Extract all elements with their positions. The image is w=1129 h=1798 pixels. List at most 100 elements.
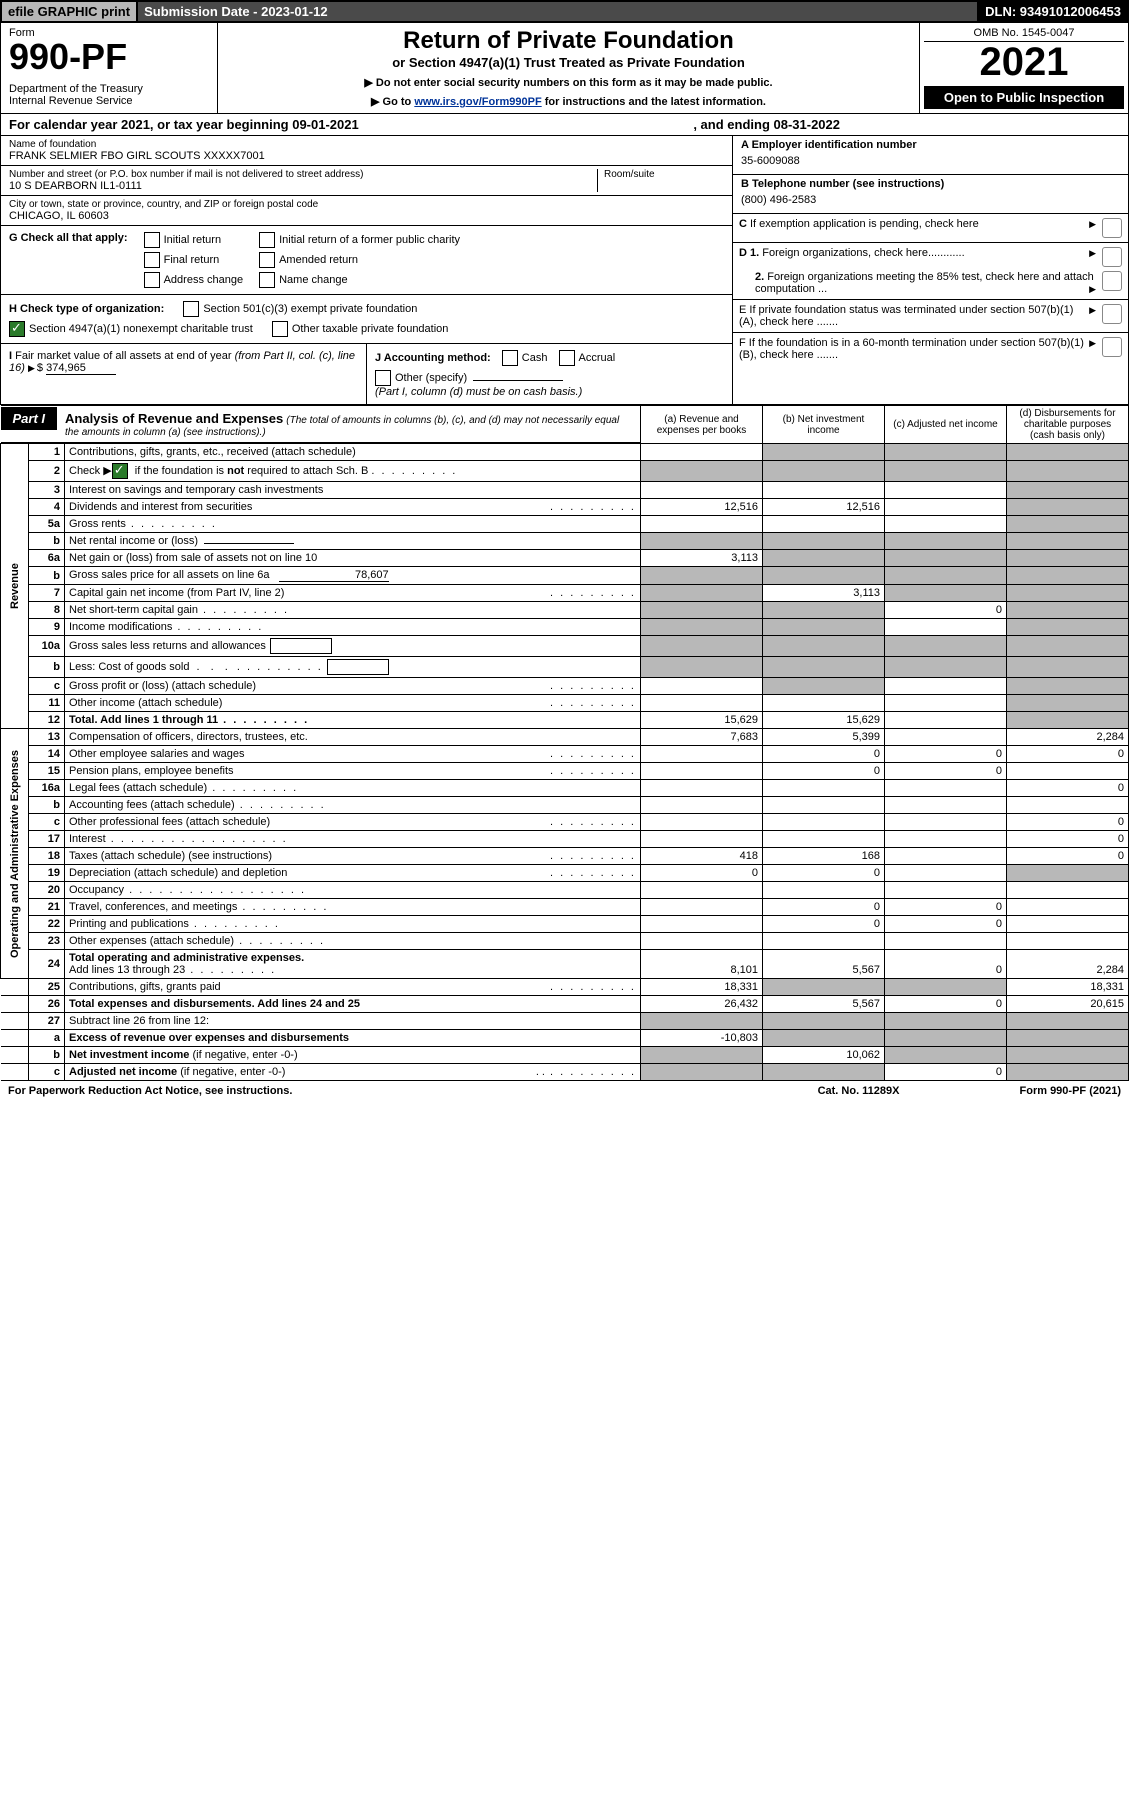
row-6a: 6a Net gain or (loss) from sale of asset… <box>1 550 1129 567</box>
amended-return-cb[interactable] <box>259 252 275 268</box>
cash-cb[interactable] <box>502 350 518 366</box>
part1-table: Part I Analysis of Revenue and Expenses … <box>0 405 1129 1081</box>
accrual-cb[interactable] <box>559 350 575 366</box>
row-14: 14 Other employee salaries and wages 0 0… <box>1 746 1129 763</box>
c-checkbox[interactable] <box>1102 218 1122 238</box>
row-15: 15 Pension plans, employee benefits 0 0 <box>1 763 1129 780</box>
section-j: J Accounting method: Cash Accrual Other … <box>367 344 732 404</box>
row-2: 2 Check ▶ if the foundation is not requi… <box>1 461 1129 482</box>
row-16c: c Other professional fees (attach schedu… <box>1 814 1129 831</box>
h-opt-2: Section 4947(a)(1) nonexempt charitable … <box>29 323 253 335</box>
h-label: H Check type of organization: <box>9 303 164 315</box>
initial-return-cb[interactable] <box>144 232 160 248</box>
cal-year-end: , and ending 08-31-2022 <box>693 117 840 132</box>
501c3-cb[interactable] <box>183 301 199 317</box>
part1-desc: Analysis of Revenue and Expenses (The to… <box>57 407 640 442</box>
name-change-cb[interactable] <box>259 272 275 288</box>
h-opt-3: Other taxable private foundation <box>292 323 449 335</box>
r12-a: 15,629 <box>641 712 763 729</box>
other-method-cb[interactable] <box>375 370 391 386</box>
r15-c: 0 <box>885 763 1007 780</box>
g-opt-2: Address change <box>164 274 244 286</box>
r23-desc: Other expenses (attach schedule) <box>65 933 641 950</box>
foundation-name-cell: Name of foundation FRANK SELMIER FBO GIR… <box>1 136 732 166</box>
r4-a: 12,516 <box>641 499 763 516</box>
f-checkbox[interactable] <box>1102 337 1122 357</box>
col-b-header: (b) Net investment income <box>763 406 885 444</box>
col-c-header: (c) Adjusted net income <box>885 406 1007 444</box>
d1-checkbox[interactable] <box>1102 247 1122 267</box>
instr2-pre: ▶ Go to <box>371 96 414 108</box>
instruction-2: ▶ Go to www.irs.gov/Form990PF for instru… <box>226 95 911 108</box>
row-17: 17 Interest 0 <box>1 831 1129 848</box>
row-27a: a Excess of revenue over expenses and di… <box>1 1030 1129 1047</box>
d2-checkbox[interactable] <box>1102 271 1122 291</box>
r10a-desc: Gross sales less returns and allowances <box>65 636 641 657</box>
other-taxable-cb[interactable] <box>272 321 288 337</box>
r26-desc: Total expenses and disbursements. Add li… <box>65 996 641 1013</box>
footer-left: For Paperwork Reduction Act Notice, see … <box>8 1085 818 1097</box>
row-16a: 16a Legal fees (attach schedule) 0 <box>1 780 1129 797</box>
r10b-desc: Less: Cost of goods sold . . . <box>65 657 641 678</box>
row-10a: 10a Gross sales less returns and allowan… <box>1 636 1129 657</box>
row-20: 20 Occupancy <box>1 882 1129 899</box>
r18-d: 0 <box>1007 848 1129 865</box>
tax-year: 2021 <box>924 42 1124 82</box>
r3-desc: Interest on savings and temporary cash i… <box>65 482 641 499</box>
row-24: 24 Total operating and administrative ex… <box>1 950 1129 979</box>
4947a1-cb[interactable] <box>9 321 25 337</box>
fmv-value: 374,965 <box>46 362 116 375</box>
r24-d: 2,284 <box>1007 950 1129 979</box>
ein-label: A Employer identification number <box>741 139 1120 151</box>
r21-b: 0 <box>763 899 885 916</box>
section-c: C If exemption application is pending, c… <box>733 214 1128 243</box>
r26-a: 26,432 <box>641 996 763 1013</box>
r24-desc: Total operating and administrative expen… <box>65 950 641 979</box>
r27b-desc: Net investment income (if negative, ente… <box>65 1047 641 1064</box>
r25-d: 18,331 <box>1007 979 1129 996</box>
row-21: 21 Travel, conferences, and meetings 0 0 <box>1 899 1129 916</box>
form-link[interactable]: www.irs.gov/Form990PF <box>414 96 541 108</box>
g-opt-4: Amended return <box>279 254 358 266</box>
address-change-cb[interactable] <box>144 272 160 288</box>
e-text: E If private foundation status was termi… <box>739 304 1089 328</box>
row-1: Revenue 1 Contributions, gifts, grants, … <box>1 444 1129 461</box>
row-16b: b Accounting fees (attach schedule) <box>1 797 1129 814</box>
r16c-d: 0 <box>1007 814 1129 831</box>
r15-desc: Pension plans, employee benefits <box>65 763 641 780</box>
phone-cell: B Telephone number (see instructions) (8… <box>733 175 1128 214</box>
department: Department of the Treasury Internal Reve… <box>9 83 209 107</box>
r5a-desc: Gross rents <box>65 516 641 533</box>
final-return-cb[interactable] <box>144 252 160 268</box>
instruction-1: ▶ Do not enter social security numbers o… <box>226 76 911 89</box>
section-f: F If the foundation is in a 60-month ter… <box>733 333 1128 365</box>
row-7: 7 Capital gain net income (from Part IV,… <box>1 585 1129 602</box>
initial-former-cb[interactable] <box>259 232 275 248</box>
r26-b: 5,567 <box>763 996 885 1013</box>
row-19: 19 Depreciation (attach schedule) and de… <box>1 865 1129 882</box>
r14-d: 0 <box>1007 746 1129 763</box>
g-opt-3: Initial return of a former public charit… <box>279 234 460 246</box>
footer-center: Cat. No. 11289X <box>818 1085 900 1097</box>
e-checkbox[interactable] <box>1102 304 1122 324</box>
schb-cb[interactable] <box>112 463 128 479</box>
r24-c: 0 <box>885 950 1007 979</box>
footer-right: Form 990-PF (2021) <box>1020 1085 1122 1097</box>
row-26: 26 Total expenses and disbursements. Add… <box>1 996 1129 1013</box>
c-text: If exemption application is pending, che… <box>750 218 979 230</box>
row-10b: b Less: Cost of goods sold . . . <box>1 657 1129 678</box>
r4-b: 12,516 <box>763 499 885 516</box>
cal-year-begin: For calendar year 2021, or tax year begi… <box>9 117 693 132</box>
efile-label[interactable]: efile GRAPHIC print <box>2 2 138 21</box>
form-header: Form 990-PF Department of the Treasury I… <box>0 23 1129 114</box>
r13-d: 2,284 <box>1007 729 1129 746</box>
row-18: 18 Taxes (attach schedule) (see instruct… <box>1 848 1129 865</box>
j-note: (Part I, column (d) must be on cash basi… <box>375 386 724 398</box>
row-4: 4 Dividends and interest from securities… <box>1 499 1129 516</box>
info-right: A Employer identification number 35-6009… <box>732 136 1128 404</box>
r22-c: 0 <box>885 916 1007 933</box>
r16b-desc: Accounting fees (attach schedule) <box>65 797 641 814</box>
info-block: Name of foundation FRANK SELMIER FBO GIR… <box>0 136 1129 405</box>
col-a-header: (a) Revenue and expenses per books <box>641 406 763 444</box>
r12-desc: Total. Add lines 1 through 11 <box>65 712 641 729</box>
